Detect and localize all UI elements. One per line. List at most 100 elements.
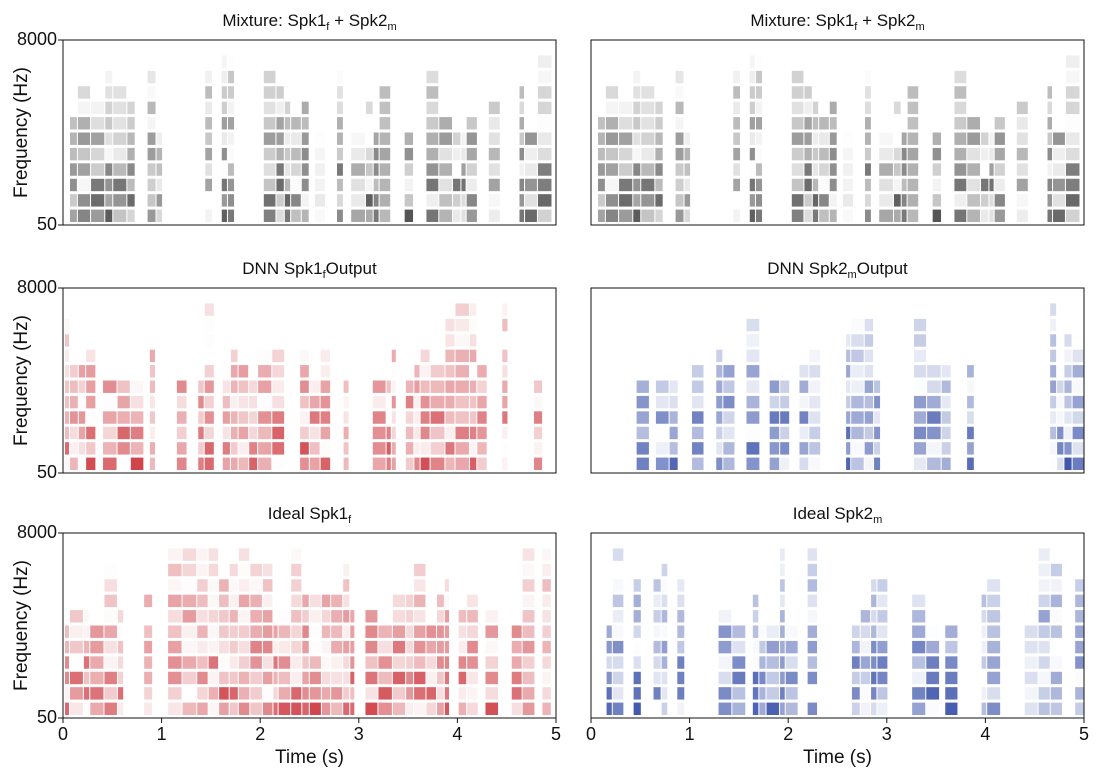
- spectrogram-cell: [379, 163, 391, 176]
- spectrogram-cell: [733, 178, 741, 192]
- spectrogram-cell: [605, 147, 619, 161]
- spectrogram-cell: [219, 579, 229, 592]
- spectrogram-cell: [786, 626, 798, 638]
- spectrogram-cell: [1072, 349, 1084, 363]
- spectrogram-cell: [391, 411, 396, 424]
- spectrogram-cell: [219, 610, 229, 623]
- spectrogram-cell: [864, 426, 874, 440]
- spectrogram-cell: [893, 209, 901, 222]
- spectrogram-cell: [284, 117, 291, 130]
- spectrogram-cell: [321, 442, 331, 454]
- spectrogram-cell: [373, 163, 379, 176]
- spectrogram-cell: [198, 442, 204, 455]
- spectrogram-cell: [633, 194, 641, 207]
- spectrogram-cell: [846, 457, 851, 470]
- spectrogram-cell: [168, 594, 182, 608]
- spectrogram-cell: [829, 194, 837, 207]
- spectrogram-cell: [104, 610, 116, 622]
- spectrogram-cell: [542, 656, 551, 669]
- spectrogram-cell: [927, 380, 941, 393]
- spectrogram-cell: [469, 442, 477, 455]
- spectrogram-cell: [864, 442, 874, 455]
- spectrogram-cell: [804, 209, 812, 222]
- spectrogram-cell: [302, 625, 309, 638]
- spectrogram-cell: [655, 163, 663, 176]
- spectrogram-cell: [912, 594, 926, 608]
- spectrogram-cell: [379, 209, 391, 222]
- spectrogram-cell: [851, 380, 864, 393]
- spectrogram-cell: [716, 457, 723, 470]
- spectrogram-cell: [300, 442, 309, 455]
- spectrogram-cell: [378, 625, 392, 638]
- spectrogram-cell: [871, 687, 877, 700]
- spectrogram-cell: [477, 395, 487, 409]
- spectrogram-cell: [84, 610, 89, 622]
- spectrogram-cell: [168, 640, 182, 654]
- spectrogram-cell: [273, 687, 278, 700]
- spectrogram-cell: [437, 687, 444, 700]
- spectrogram-cell: [525, 194, 537, 207]
- spectrogram-cell: [641, 101, 655, 115]
- spectrogram-cell: [804, 147, 812, 161]
- spectrogram-cell: [675, 163, 684, 176]
- spectrogram-cell: [780, 671, 785, 685]
- spectrogram-cell: [238, 548, 250, 561]
- spectrogram-cell: [156, 147, 163, 161]
- spectrogram-cell: [197, 548, 208, 561]
- spectrogram-cell: [437, 656, 444, 669]
- spectrogram-cell: [426, 70, 439, 84]
- spectrogram-cell: [420, 411, 430, 424]
- spectrogram-cell: [769, 411, 780, 424]
- spectrogram-cell: [238, 380, 249, 393]
- spectrogram-cell: [455, 365, 469, 378]
- spectrogram-cell: [378, 640, 392, 654]
- spectrogram-cell: [864, 318, 874, 332]
- spectrogram-cell: [926, 671, 940, 685]
- spectrogram-cell: [444, 671, 450, 685]
- spectrogram-cell: [365, 625, 378, 638]
- spectrogram-cell: [315, 133, 325, 145]
- spectrogram-cell: [989, 147, 994, 161]
- spectrogram-cell: [420, 442, 430, 455]
- spectrogram-cell: [414, 563, 426, 577]
- spectrogram-cell: [405, 395, 414, 409]
- spectrogram-cell: [176, 395, 187, 409]
- spectrogram-cell: [807, 563, 818, 577]
- spectrogram-cell: [263, 178, 276, 192]
- spectrogram-cell: [633, 163, 641, 176]
- spectrogram-cell: [467, 594, 478, 608]
- spectrogram-cell: [309, 687, 321, 700]
- spectrogram-cell: [301, 163, 309, 176]
- spectrogram-cell: [619, 147, 633, 161]
- spectrogram-cell: [879, 178, 893, 192]
- spectrogram-cell: [65, 457, 70, 470]
- spectrogram-cell: [117, 610, 124, 623]
- spectrogram-cell: [749, 194, 755, 207]
- spectrogram-cell: [391, 457, 396, 470]
- spectrogram-cell: [819, 194, 829, 207]
- spectrogram-cell: [780, 610, 785, 623]
- spectrogram-cell: [1047, 101, 1053, 115]
- spectrogram-cell: [78, 365, 86, 378]
- spectrogram-cell: [677, 671, 685, 685]
- spectrogram-cell: [945, 702, 958, 715]
- spectrogram-cell: [227, 194, 235, 207]
- spectrogram-cell: [807, 625, 818, 638]
- spectrogram-cell: [331, 625, 343, 638]
- spectrogram-cell: [238, 702, 250, 715]
- spectrogram-cell: [320, 426, 331, 440]
- spectrogram-cell: [105, 132, 113, 145]
- spectrogram-cell: [846, 349, 851, 363]
- spectrogram-cell: [222, 380, 230, 393]
- spectrogram-cell: [445, 365, 455, 378]
- spectrogram-cell: [273, 640, 278, 654]
- spectrogram-cell: [989, 178, 994, 192]
- spectrogram-cell: [606, 687, 612, 700]
- spectrogram-cell: [168, 656, 182, 669]
- spectrogram-cell: [197, 563, 208, 577]
- spectrogram-cell: [633, 101, 641, 115]
- spectrogram-cell: [205, 147, 213, 161]
- spectrogram-cell: [113, 209, 127, 222]
- spectrogram-cell: [732, 671, 746, 685]
- spectrogram-cell: [198, 395, 204, 409]
